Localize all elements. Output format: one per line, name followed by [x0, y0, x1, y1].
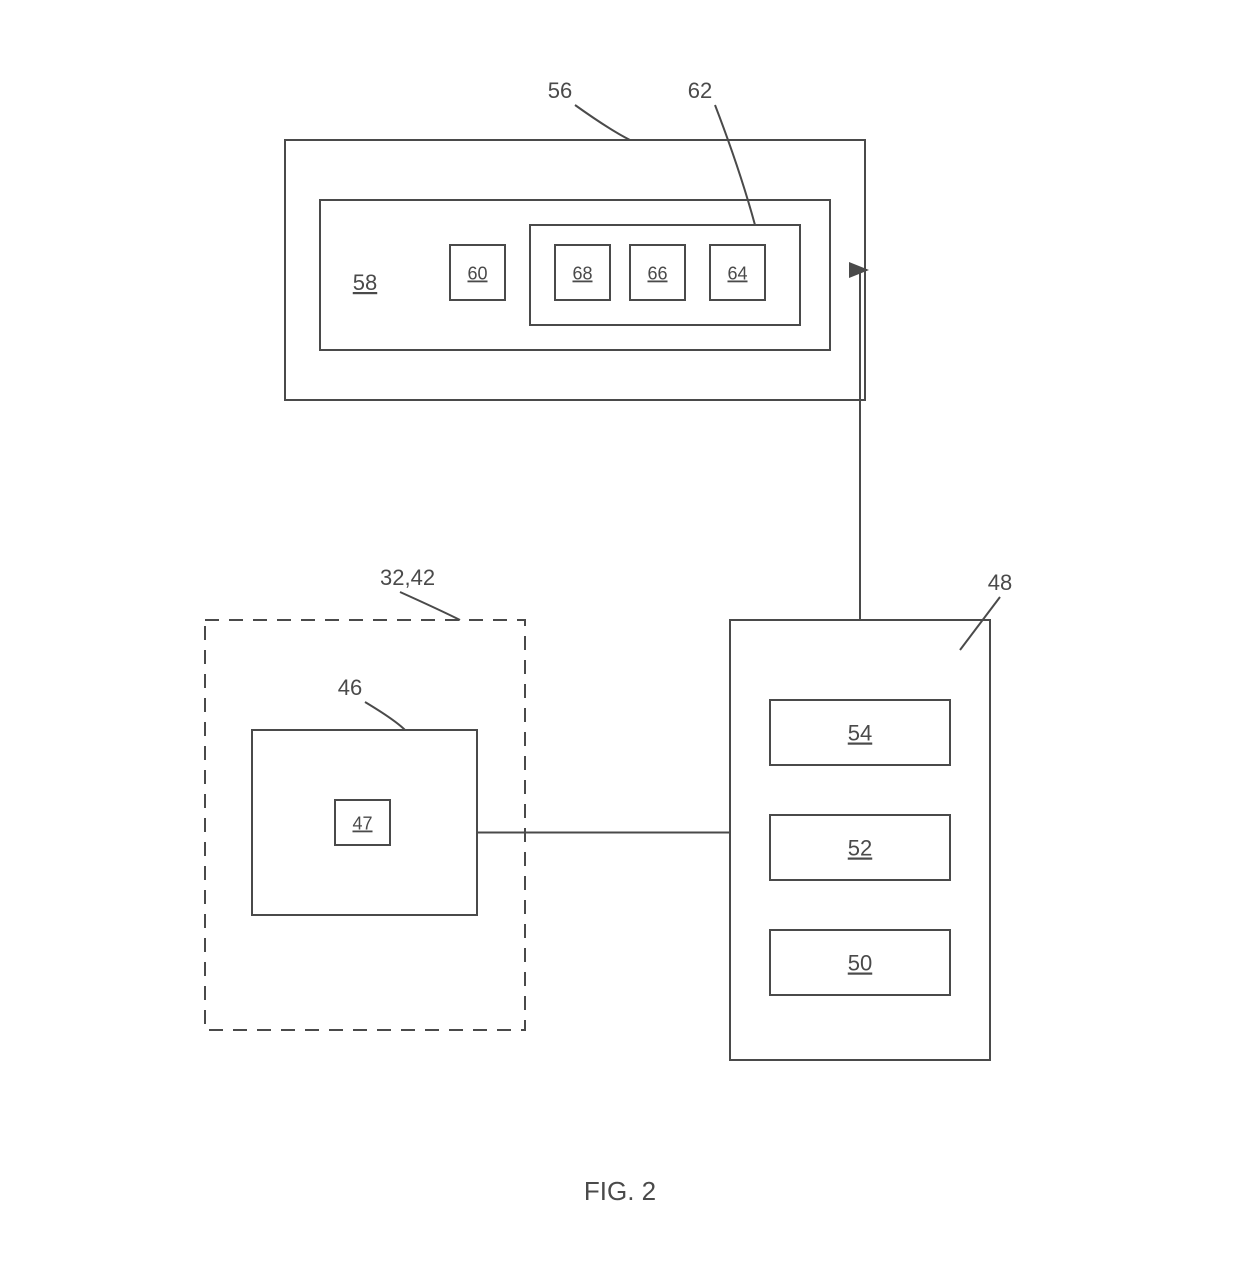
callout-62: 62 — [688, 78, 712, 103]
label-60: 60 — [467, 264, 487, 284]
label-58: 58 — [353, 270, 377, 295]
figure-2-diagram: FIG. 2 58 60 68 66 64 47 54 52 50 56 62 32,42 46 48 — [0, 0, 1240, 1273]
callout-56: 56 — [548, 78, 572, 103]
callout-46: 46 — [338, 675, 362, 700]
callout-48: 48 — [988, 570, 1012, 595]
label-66: 66 — [647, 264, 667, 284]
label-54: 54 — [848, 721, 872, 746]
label-64: 64 — [727, 264, 747, 284]
callout-32-42: 32,42 — [380, 565, 435, 590]
label-47: 47 — [352, 814, 372, 834]
label-68: 68 — [572, 264, 592, 284]
label-50: 50 — [848, 951, 872, 976]
figure-caption: FIG. 2 — [584, 1176, 656, 1206]
label-52: 52 — [848, 836, 872, 861]
